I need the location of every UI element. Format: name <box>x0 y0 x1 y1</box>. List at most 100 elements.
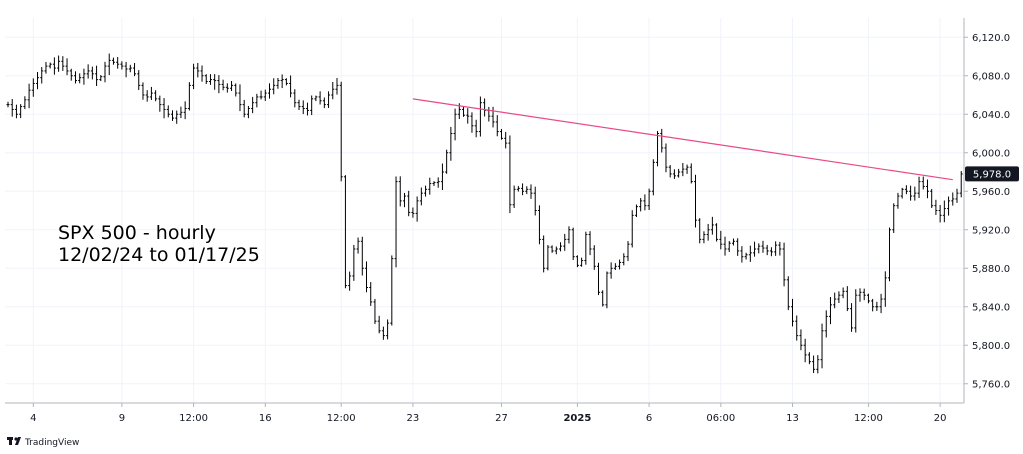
price-bar <box>854 289 858 333</box>
price-axis[interactable]: 6,120.0 6,080.0 6,040.0 6,000.0 5,960.0 5,920… <box>964 33 1010 391</box>
price-bar <box>921 176 925 190</box>
price-bar <box>386 319 390 340</box>
price-bar <box>318 91 322 105</box>
price-bar <box>719 230 723 250</box>
price-bar <box>883 271 887 307</box>
price-bar <box>554 246 558 255</box>
price-bar <box>145 90 149 102</box>
price-bar <box>331 82 335 100</box>
price-bar <box>938 204 942 223</box>
price-bar <box>348 271 352 291</box>
price-bar <box>689 163 693 184</box>
price-bar <box>10 99 14 117</box>
price-bar <box>217 75 221 94</box>
price-bar <box>103 61 107 83</box>
price-bar <box>930 188 934 209</box>
price-bar <box>27 83 31 109</box>
price-bar <box>816 355 820 374</box>
price-bar <box>90 66 94 80</box>
price-bar <box>605 271 609 309</box>
price-tick-label: 5,960.0 <box>972 187 1010 198</box>
price-bar <box>137 70 141 91</box>
price-bar <box>900 187 904 199</box>
price-bar <box>95 65 99 87</box>
price-bar <box>630 210 634 248</box>
price-bar <box>516 186 520 192</box>
price-bar <box>73 71 77 84</box>
price-bar <box>651 159 655 196</box>
price-bar <box>951 192 955 206</box>
price-bar <box>546 245 550 271</box>
price-bar <box>407 190 411 217</box>
price-bar <box>959 171 963 198</box>
price-bar <box>626 241 630 262</box>
price-bar <box>512 185 516 208</box>
price-bar <box>200 65 204 82</box>
price-bar <box>238 84 242 112</box>
price-bar <box>828 297 832 325</box>
price-bar <box>774 241 778 256</box>
price-bar <box>634 204 638 218</box>
price-bar <box>571 227 575 261</box>
price-bar <box>339 81 343 182</box>
price-bar <box>419 187 423 206</box>
price-bar <box>183 101 187 120</box>
price-bar <box>858 288 862 302</box>
price-bar <box>82 68 86 85</box>
price-bar <box>909 185 913 201</box>
price-bar <box>268 83 272 99</box>
price-bar <box>474 119 478 138</box>
price-bar <box>57 55 61 72</box>
price-bar <box>69 68 73 81</box>
price-bar <box>942 200 946 223</box>
price-bar <box>647 188 651 211</box>
price-bar <box>499 128 503 140</box>
price-bar <box>187 82 191 111</box>
time-tick-label: 06:00 <box>706 413 735 424</box>
time-tick-label: 23 <box>407 413 420 424</box>
price-bar <box>14 104 18 119</box>
price-tick-label: 5,880.0 <box>972 264 1010 275</box>
price-bar <box>297 99 301 111</box>
price-bar <box>753 241 757 257</box>
price-bar <box>596 262 600 296</box>
tradingview-branding[interactable]: TradingView <box>7 437 79 448</box>
price-bar <box>871 298 875 312</box>
price-bar <box>373 298 377 325</box>
price-bar <box>508 135 512 214</box>
price-bar <box>284 78 288 86</box>
time-tick-label: 16 <box>259 413 272 424</box>
chart-grid <box>5 18 964 403</box>
time-axis[interactable]: 4 9 12:00 16 12:00 23 27 2025 6 06:00 13 12:00 20 <box>30 403 946 424</box>
price-bar <box>352 244 356 281</box>
price-bar <box>259 90 263 100</box>
price-bar <box>769 247 773 257</box>
price-tick-label: 5,920.0 <box>972 225 1010 236</box>
price-bar <box>141 82 145 100</box>
price-bar <box>40 67 44 84</box>
price-bar <box>213 74 217 90</box>
price-bar <box>575 255 579 268</box>
price-bar <box>664 143 668 173</box>
price-bar <box>896 192 900 209</box>
price-bar <box>293 89 297 108</box>
price-bar <box>149 86 153 100</box>
price-bar <box>128 64 132 73</box>
tradingview-logo-icon <box>7 437 21 445</box>
price-bar <box>672 169 676 179</box>
price-bar <box>618 259 622 270</box>
price-bar <box>639 198 643 212</box>
price-bar <box>440 163 444 190</box>
price-bar <box>613 263 617 270</box>
price-bar <box>99 75 103 82</box>
price-bar <box>234 83 238 97</box>
price-bar <box>365 261 369 293</box>
price-bar <box>643 194 647 211</box>
price-bar <box>394 176 398 268</box>
price-bar <box>584 231 588 265</box>
price-bar <box>310 95 314 116</box>
time-tick-label: 4 <box>30 413 36 424</box>
price-bar <box>904 185 908 195</box>
price-bar <box>812 355 816 374</box>
